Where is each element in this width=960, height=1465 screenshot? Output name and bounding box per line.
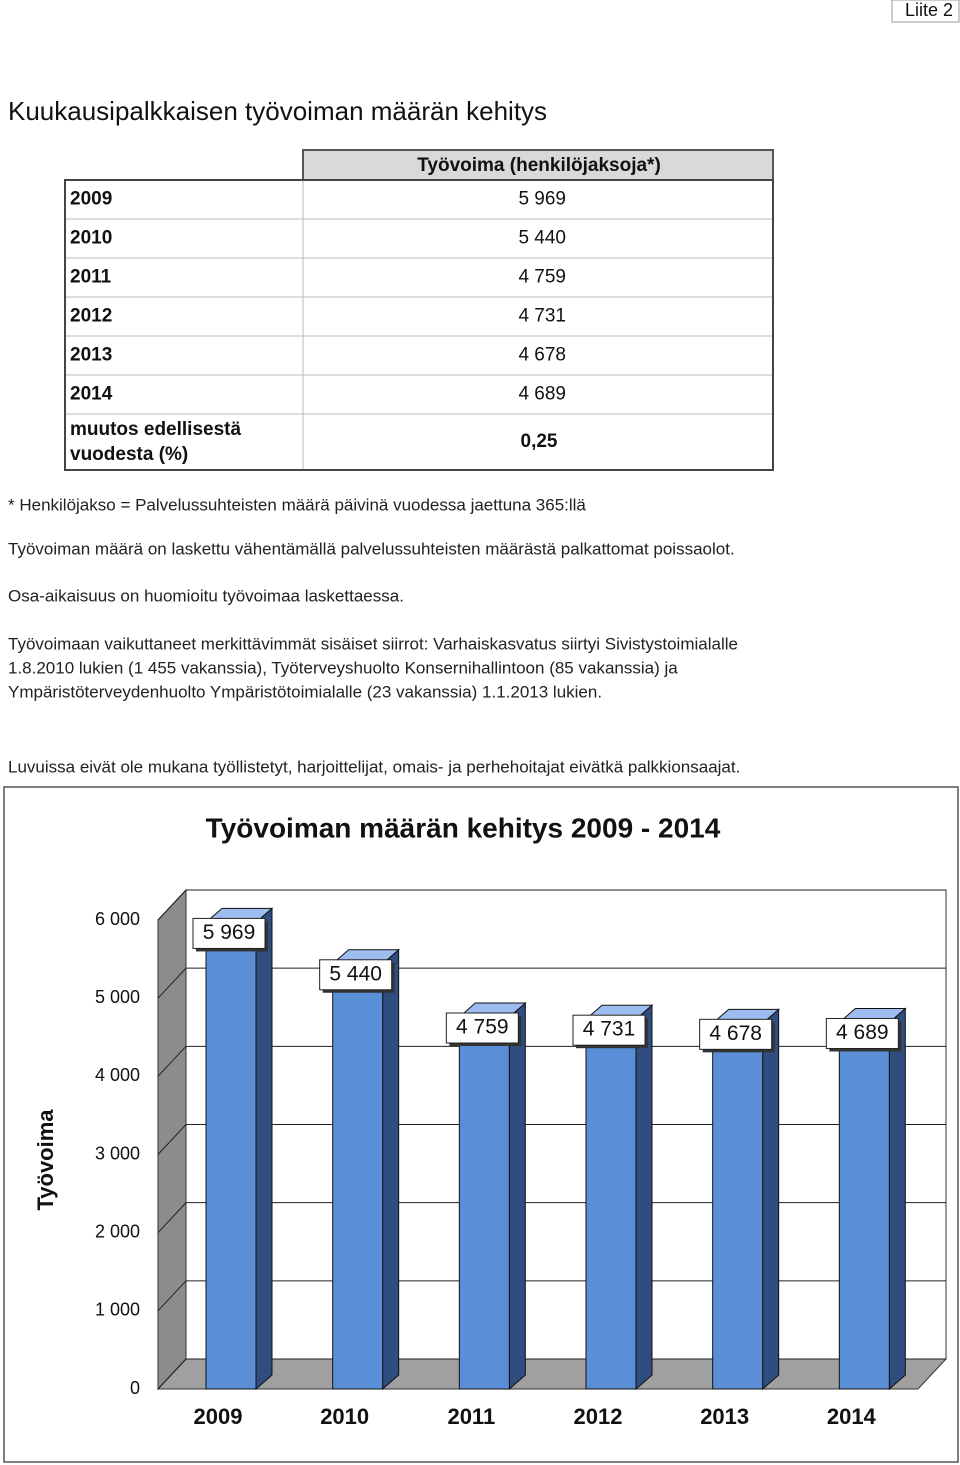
table-header: Työvoima (henkilöjaksoja*) <box>417 155 661 176</box>
y-tick-label: 2 000 <box>95 1221 140 1241</box>
value-label: 4 678 <box>709 1022 762 1045</box>
bar-side <box>762 1008 780 1391</box>
corner-label: Liite 2 <box>905 0 953 20</box>
y-tick-label: 4 000 <box>95 1065 140 1085</box>
table-value: 4 731 <box>518 306 566 327</box>
value-label-box <box>825 1017 899 1049</box>
value-label: 4 731 <box>583 1018 636 1041</box>
bar <box>458 1016 510 1390</box>
value-label-box <box>572 1014 646 1046</box>
table-row <box>64 296 774 337</box>
x-tick-label: 2009 <box>194 1404 243 1429</box>
value-label: 5 969 <box>203 921 256 944</box>
table-year: 2010 <box>70 228 112 249</box>
table-row <box>64 374 774 415</box>
table-value: 5 440 <box>518 228 566 249</box>
floor <box>156 1358 948 1390</box>
grid-line <box>157 1202 946 1234</box>
table-value: 4 759 <box>518 267 566 288</box>
value-label-box <box>192 917 266 949</box>
note-text: Osa-aikaisuus on huomioitu työvoimaa las… <box>8 586 404 605</box>
table-change-label: muutos edellisestä <box>70 419 241 440</box>
y-tick-label: 3 000 <box>95 1143 140 1163</box>
value-label-box <box>319 959 393 991</box>
bar-side <box>888 1007 906 1391</box>
y-tick-label: 0 <box>130 1378 140 1398</box>
y-tick-label: 5 000 <box>95 987 140 1007</box>
table-year: 2014 <box>70 384 113 405</box>
table-year: 2011 <box>70 267 112 288</box>
table-row <box>64 218 774 259</box>
table-outline <box>64 179 774 471</box>
grid-line <box>157 1280 946 1312</box>
y-tick-label: 6 000 <box>95 909 140 929</box>
note-text: Työvoiman määrä on laskettu vähentämällä… <box>8 539 735 558</box>
note-text: 1.8.2010 lukien (1 455 vakanssia), Työte… <box>8 658 678 677</box>
table-change-value: 0,25 <box>521 431 558 452</box>
value-label-box <box>445 1012 519 1044</box>
bar-side <box>255 907 273 1391</box>
table-row <box>64 257 774 298</box>
bar-side <box>508 1001 526 1391</box>
page-title: Kuukausipalkkaisen työvoiman määrän kehi… <box>8 96 547 126</box>
grid-line <box>157 1358 946 1390</box>
note-text: * Henkilöjakso = Palvelussuhteisten määr… <box>8 495 586 514</box>
bar <box>205 921 257 1390</box>
x-tick-label: 2013 <box>700 1404 749 1429</box>
table-year: 2012 <box>70 306 112 327</box>
table-row <box>64 335 774 376</box>
y-axis-label: Työvoima <box>33 1109 58 1211</box>
note-text: Työvoimaan vaikuttaneet merkittävimmät s… <box>8 634 738 653</box>
table-value: 4 689 <box>518 384 566 405</box>
x-tick-label: 2012 <box>574 1404 623 1429</box>
chart-title: Työvoiman määrän kehitys 2009 - 2014 <box>206 812 721 843</box>
value-label: 4 689 <box>836 1021 889 1044</box>
table-change-row <box>64 413 774 471</box>
table-row <box>64 179 774 220</box>
corner-box <box>891 0 960 23</box>
value-label: 5 440 <box>329 962 382 985</box>
grid-line <box>157 967 946 999</box>
x-tick-label: 2010 <box>320 1404 369 1429</box>
bar <box>332 963 384 1390</box>
value-label-box <box>699 1018 773 1050</box>
x-tick-label: 2011 <box>447 1404 495 1429</box>
table-change-label: vuodesta (%) <box>70 444 188 465</box>
value-label: 4 759 <box>456 1016 509 1039</box>
x-tick-label: 2014 <box>827 1404 877 1429</box>
grid-line <box>157 1045 946 1077</box>
bar <box>585 1018 637 1390</box>
note-text: Ympäristöterveydenhuolto Ympäristötoimia… <box>8 682 602 701</box>
note-text: Luvuissa eivät ole mukana työllistetyt, … <box>8 757 740 776</box>
table-year: 2013 <box>70 345 112 366</box>
y-tick-label: 1 000 <box>95 1300 140 1320</box>
table-value: 4 678 <box>518 345 566 366</box>
grid-line <box>157 889 946 921</box>
grid-line <box>157 1124 946 1155</box>
table-year: 2009 <box>70 189 112 210</box>
bar-side <box>382 948 400 1391</box>
bar <box>838 1021 890 1390</box>
table-value: 5 969 <box>518 189 566 210</box>
bar <box>712 1022 764 1390</box>
bar-side <box>635 1004 653 1391</box>
